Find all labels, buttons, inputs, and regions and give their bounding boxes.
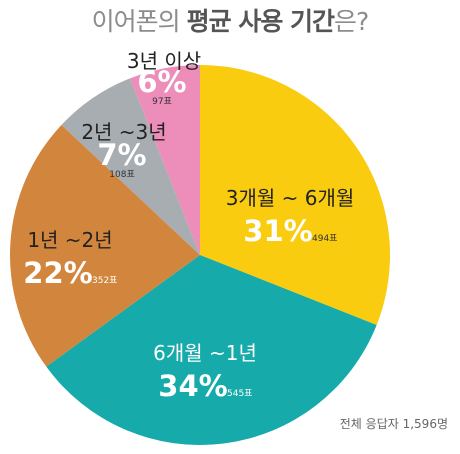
slice-count-1: 494표: [312, 234, 337, 244]
slice-label-2: 6개월 ~1년: [153, 341, 257, 365]
title-suffix: 은?: [334, 7, 369, 36]
slice-count-5: 97표: [152, 97, 172, 107]
slice-label-3: 1년 ~2년: [27, 228, 112, 252]
slice-label-1: 3개월 ~ 6개월: [226, 186, 355, 210]
slice-percent-4: 7%: [97, 138, 146, 172]
slice-label-4: 2년 ~3년: [81, 120, 166, 144]
title-emphasis: 평균 사용 기간: [186, 7, 335, 36]
slice-count-4: 108표: [109, 170, 134, 180]
pie-slice-1: [200, 65, 391, 325]
pie-slices: [10, 65, 391, 446]
pie-slice-5: [130, 65, 200, 255]
slice-percent-5: 6%: [137, 65, 186, 99]
chart-title: 이어폰의 평균 사용 기간은?: [0, 2, 460, 38]
pie-slice-3: [10, 124, 201, 367]
slice-count-3: 352표: [92, 276, 117, 286]
slice-percent-1: 31%: [243, 214, 312, 248]
slice-count-2: 545표: [227, 389, 252, 399]
slice-percent-3: 22%: [23, 256, 92, 290]
slice-label-5: 3년 이상: [127, 49, 201, 73]
slice-percent-2: 34%: [158, 369, 227, 403]
respondent-count: 전체 응답자 1,596명: [339, 417, 448, 431]
title-prefix: 이어폰의: [91, 7, 187, 36]
pie-slice-4: [61, 78, 201, 255]
pie-slice-2: [46, 255, 377, 446]
